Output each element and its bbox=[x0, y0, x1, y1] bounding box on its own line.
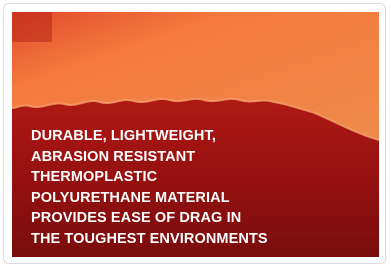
text-line: THE TOUGHEST ENVIRONMENTS bbox=[31, 229, 268, 250]
text-line: ABRASION RESISTANT bbox=[31, 147, 268, 168]
text-line: POLYURETHANE MATERIAL bbox=[31, 188, 268, 209]
text-line: PROVIDES EASE OF DRAG IN bbox=[31, 208, 268, 229]
feature-card: DURABLE, LIGHTWEIGHT, ABRASION RESISTANT… bbox=[3, 3, 386, 264]
text-line: THERMOPLASTIC bbox=[31, 167, 268, 188]
feature-image: DURABLE, LIGHTWEIGHT, ABRASION RESISTANT… bbox=[12, 12, 379, 257]
feature-text: DURABLE, LIGHTWEIGHT, ABRASION RESISTANT… bbox=[31, 126, 268, 249]
text-line: DURABLE, LIGHTWEIGHT, bbox=[31, 126, 268, 147]
